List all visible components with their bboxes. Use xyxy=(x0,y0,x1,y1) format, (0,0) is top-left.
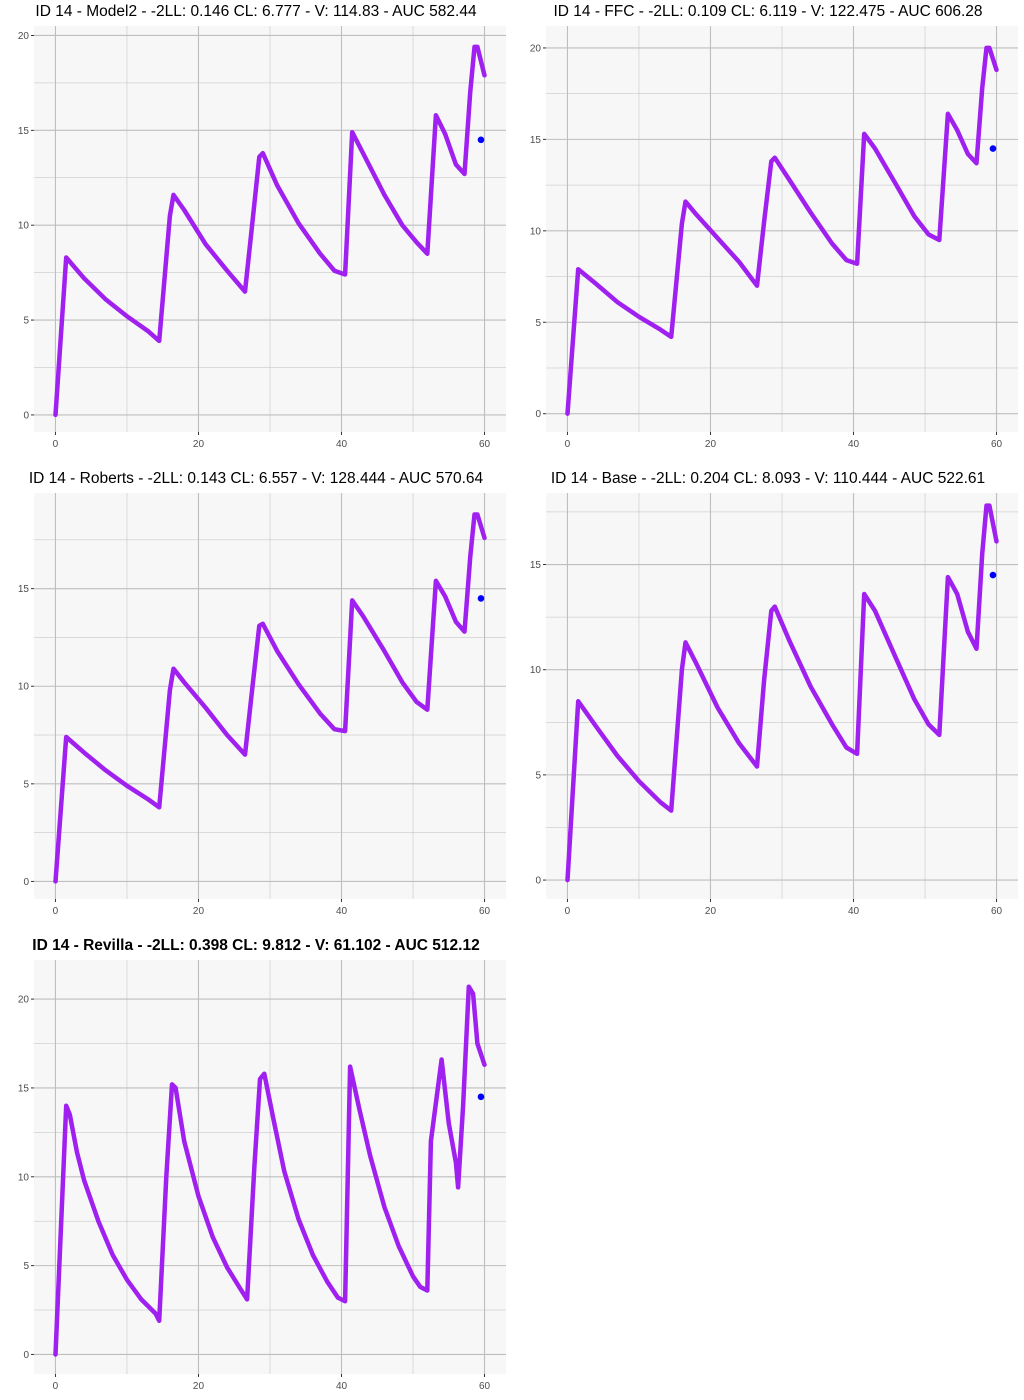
chart-plot: 0 20 40 60 0 5 10 15 xyxy=(530,493,1018,917)
y-tick-label: 15 xyxy=(530,135,542,146)
chart-title: ID 14 - FFC - -2LL: 0.109 CL: 6.119 - V:… xyxy=(553,3,983,20)
series-line xyxy=(565,45,999,416)
y-tick-label: 20 xyxy=(18,995,30,1006)
x-tick-label: 40 xyxy=(848,906,860,917)
x-tick-label: 60 xyxy=(991,906,1003,917)
series-line xyxy=(53,512,487,884)
chart-plot: 0 20 40 60 0 5 10 15 20 xyxy=(18,26,506,450)
observed-point xyxy=(989,571,997,579)
y-tick-label: 20 xyxy=(18,31,30,42)
chart-title: ID 14 - Base - -2LL: 0.204 CL: 8.093 - V… xyxy=(550,470,986,487)
chart-panel-revilla: ID 14 - Revilla - -2LL: 0.398 CL: 9.812 … xyxy=(0,934,512,1400)
y-tick-label: 10 xyxy=(530,665,542,676)
chart-title: ID 14 - Roberts - -2LL: 0.143 CL: 6.557 … xyxy=(28,470,484,487)
y-tick-label: 15 xyxy=(18,584,30,595)
x-tick-label: 60 xyxy=(479,1381,491,1392)
y-tick-label: 0 xyxy=(23,877,29,888)
chart-plot: 0 20 40 60 0 5 10 15 20 xyxy=(18,960,506,1392)
y-tick-label: 5 xyxy=(535,318,541,329)
x-tick-label: 20 xyxy=(193,906,205,917)
observed-point xyxy=(477,595,485,602)
x-tick-label: 60 xyxy=(479,906,491,917)
x-tick-label: 40 xyxy=(336,439,348,450)
chart-panel-roberts: ID 14 - Roberts - -2LL: 0.143 CL: 6.557 … xyxy=(0,467,512,933)
x-tick-label: 0 xyxy=(565,439,571,450)
x-tick-label: 40 xyxy=(336,906,348,917)
y-tick-label: 15 xyxy=(18,126,30,137)
chart-panel-ffc: ID 14 - FFC - -2LL: 0.109 CL: 6.119 - V:… xyxy=(512,0,1024,466)
y-tick-label: 10 xyxy=(18,1172,30,1183)
y-tick-label: 0 xyxy=(23,410,29,421)
x-tick-label: 0 xyxy=(565,906,571,917)
x-tick-label: 60 xyxy=(479,439,491,450)
x-tick-label: 20 xyxy=(193,1381,205,1392)
y-tick-label: 15 xyxy=(530,560,542,571)
chart-panel-base: ID 14 - Base - -2LL: 0.204 CL: 8.093 - V… xyxy=(512,467,1024,933)
y-tick-label: 15 xyxy=(18,1083,30,1094)
y-tick-label: 0 xyxy=(535,876,541,887)
x-tick-label: 20 xyxy=(193,439,205,450)
chart-plot: 0 20 40 60 0 5 10 15 20 xyxy=(530,26,1018,450)
y-tick-label: 0 xyxy=(23,1350,29,1361)
series-line xyxy=(565,503,999,883)
x-tick-label: 0 xyxy=(53,1381,59,1392)
series-line xyxy=(53,44,487,418)
x-tick-label: 20 xyxy=(705,439,717,450)
x-tick-label: 40 xyxy=(848,439,860,450)
x-tick-label: 20 xyxy=(705,906,717,917)
x-tick-label: 60 xyxy=(991,439,1003,450)
y-tick-label: 5 xyxy=(23,1261,29,1272)
observed-point xyxy=(989,145,997,152)
chart-title: ID 14 - Model2 - -2LL: 0.146 CL: 6.777 -… xyxy=(35,3,477,20)
series-line xyxy=(53,984,487,1357)
chart-title: ID 14 - Revilla - -2LL: 0.398 CL: 9.812 … xyxy=(32,937,480,954)
y-tick-label: 10 xyxy=(18,221,30,232)
observed-point xyxy=(477,1093,485,1101)
y-tick-label: 0 xyxy=(535,409,541,420)
observed-point xyxy=(477,136,485,144)
y-tick-label: 20 xyxy=(530,43,542,54)
y-tick-label: 5 xyxy=(535,770,541,781)
y-tick-label: 10 xyxy=(18,682,30,693)
chart-panel-model2: ID 14 - Model2 - -2LL: 0.146 CL: 6.777 -… xyxy=(0,0,512,466)
y-tick-label: 10 xyxy=(530,226,542,237)
y-tick-label: 5 xyxy=(23,316,29,327)
chart-plot: 0 20 40 60 0 5 10 15 xyxy=(18,493,506,917)
y-tick-label: 5 xyxy=(23,779,29,790)
x-tick-label: 0 xyxy=(53,906,59,917)
x-tick-label: 40 xyxy=(336,1381,348,1392)
x-tick-label: 0 xyxy=(53,439,59,450)
